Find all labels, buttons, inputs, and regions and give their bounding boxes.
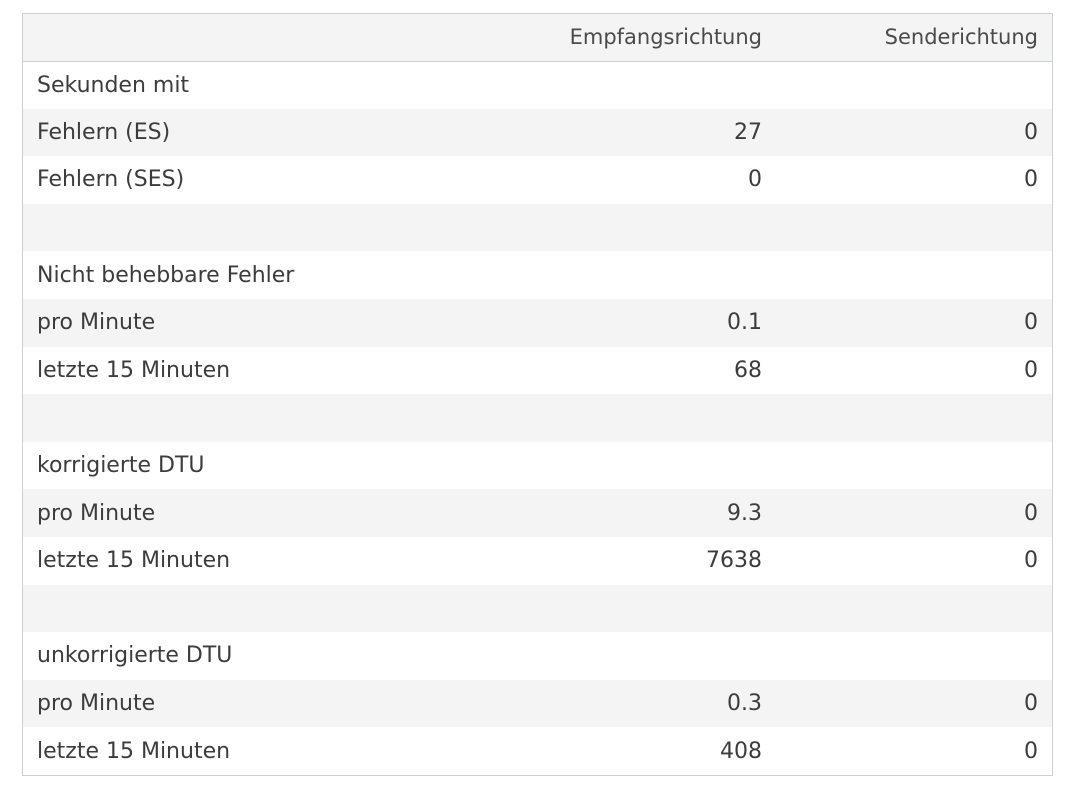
table-row: korrigierte DTU xyxy=(23,441,1052,490)
receive-value: 408 xyxy=(720,738,762,764)
send-value: 0 xyxy=(1024,310,1038,336)
receive-value xyxy=(479,394,776,442)
row-label xyxy=(23,394,479,442)
send-value xyxy=(776,585,1052,633)
row-label xyxy=(23,204,479,252)
receive-value: 9.3 xyxy=(727,500,762,526)
table-row: pro Minute 0.1 0 xyxy=(23,298,1052,347)
row-label: letzte 15 Minuten xyxy=(37,738,231,764)
table-row: pro Minute 0.3 0 xyxy=(23,679,1052,728)
row-label: pro Minute xyxy=(37,691,156,717)
spacer-row xyxy=(23,584,1052,633)
receive-value xyxy=(479,585,776,633)
row-label: unkorrigierte DTU xyxy=(37,643,233,669)
receive-value: 0.1 xyxy=(727,310,762,336)
table-row: Fehlern (ES) 27 0 xyxy=(23,108,1052,157)
send-value xyxy=(776,632,1052,680)
header-label-column xyxy=(23,14,479,61)
receive-value xyxy=(479,61,776,109)
send-value: 0 xyxy=(1024,738,1038,764)
receive-value xyxy=(479,204,776,252)
row-label: Fehlern (SES) xyxy=(37,167,185,193)
table-row: unkorrigierte DTU xyxy=(23,632,1052,680)
spacer-row xyxy=(23,394,1052,442)
receive-value: 7638 xyxy=(706,548,762,574)
row-label: pro Minute xyxy=(37,500,156,526)
table-row: letzte 15 Minuten 7638 0 xyxy=(23,536,1052,585)
receive-value: 68 xyxy=(734,357,762,383)
row-label: Fehlern (ES) xyxy=(37,119,171,145)
send-value xyxy=(776,394,1052,442)
send-value: 0 xyxy=(1024,357,1038,383)
receive-value xyxy=(479,251,776,299)
spacer-row xyxy=(23,203,1052,252)
row-label: letzte 15 Minuten xyxy=(37,548,231,574)
send-value xyxy=(776,251,1052,299)
row-label: Nicht behebbare Fehler xyxy=(37,262,295,288)
row-label: Sekunden mit xyxy=(37,72,190,98)
send-value xyxy=(776,61,1052,109)
send-value xyxy=(776,204,1052,252)
header-row: Empfangsrichtung Senderichtung xyxy=(23,14,1052,61)
table-row: Fehlern (SES) 0 0 xyxy=(23,156,1052,204)
receive-value: 0.3 xyxy=(727,691,762,717)
send-value: 0 xyxy=(1024,500,1038,526)
header-send-direction: Senderichtung xyxy=(884,25,1038,50)
table-header: Empfangsrichtung Senderichtung xyxy=(23,14,1052,61)
stats-table: Empfangsrichtung Senderichtung Sekunden … xyxy=(23,14,1052,775)
send-value: 0 xyxy=(1024,548,1038,574)
error-statistics-table: Empfangsrichtung Senderichtung Sekunden … xyxy=(22,13,1053,776)
send-value: 0 xyxy=(1024,691,1038,717)
table-row: Sekunden mit xyxy=(23,61,1052,109)
receive-value: 27 xyxy=(734,119,762,145)
header-receive-direction: Empfangsrichtung xyxy=(569,25,762,50)
send-value: 0 xyxy=(1024,119,1038,145)
row-label: pro Minute xyxy=(37,310,156,336)
table-row: pro Minute 9.3 0 xyxy=(23,489,1052,537)
receive-value xyxy=(479,632,776,680)
send-value: 0 xyxy=(1024,167,1038,193)
receive-value xyxy=(479,442,776,490)
row-label xyxy=(23,585,479,633)
row-label: letzte 15 Minuten xyxy=(37,357,231,383)
row-label: korrigierte DTU xyxy=(37,453,205,479)
table-row: letzte 15 Minuten 408 0 xyxy=(23,727,1052,775)
table-row: Nicht behebbare Fehler xyxy=(23,251,1052,299)
receive-value: 0 xyxy=(748,167,762,193)
table-row: letzte 15 Minuten 68 0 xyxy=(23,346,1052,395)
table-body: Sekunden mit Fehlern (ES) 27 0 Fehlern (SES)… xyxy=(23,61,1052,775)
send-value xyxy=(776,442,1052,490)
